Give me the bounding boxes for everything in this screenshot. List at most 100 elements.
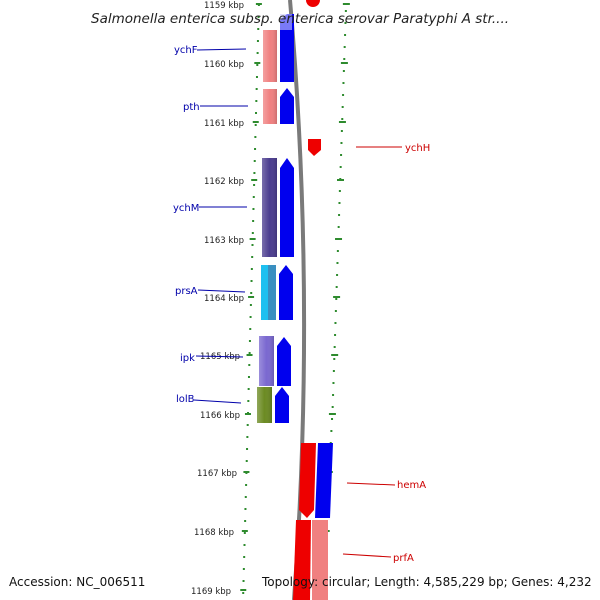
track-dot xyxy=(330,430,333,432)
tick-label-1162: 1162 kbp xyxy=(204,177,244,187)
tick-mark xyxy=(248,296,255,298)
gene-arrow-pth[interactable] xyxy=(280,88,294,124)
gene-arrow-prfA[interactable] xyxy=(293,520,311,600)
track-dot xyxy=(248,352,251,354)
track-dot xyxy=(255,76,258,78)
tick-mark xyxy=(337,179,344,181)
track-dot xyxy=(242,592,245,594)
track-dot xyxy=(244,508,247,510)
gene-label-pth[interactable]: pth xyxy=(183,102,200,113)
reverse-strand-marker-top xyxy=(306,0,320,7)
gene-label-ipk[interactable]: ipk xyxy=(180,353,195,364)
gene-blocks xyxy=(257,30,277,423)
track-dot xyxy=(242,580,245,582)
track-dot xyxy=(255,112,258,114)
track-dot xyxy=(336,262,339,264)
tick-label-1161: 1161 kbp xyxy=(204,119,244,129)
track-dot xyxy=(332,382,335,384)
track-dot xyxy=(331,418,334,420)
track-dot xyxy=(246,448,249,450)
track-dot xyxy=(256,40,259,42)
tick-mark xyxy=(246,354,253,356)
tick-mark xyxy=(251,179,258,181)
gene-block-prfA[interactable] xyxy=(312,520,328,600)
tick-label-1159: 1159 kbp xyxy=(204,1,244,11)
track-dot xyxy=(256,64,259,66)
track-dot xyxy=(331,406,334,408)
track-dot xyxy=(252,196,255,198)
gene-label-prfA[interactable]: prfA xyxy=(393,553,414,564)
track-dot xyxy=(253,172,256,174)
tick-mark xyxy=(335,238,343,240)
track-dot xyxy=(334,322,337,324)
track-dot xyxy=(254,148,257,150)
track-dot xyxy=(256,52,259,54)
track-dot xyxy=(254,124,257,126)
gene-label-ychH[interactable]: ychH xyxy=(405,143,430,154)
gene-arrow-ychF[interactable] xyxy=(280,30,294,82)
track-dot xyxy=(247,376,250,378)
tick-mark xyxy=(254,62,261,64)
gene-arrow-ychH[interactable] xyxy=(308,139,321,156)
forward-strand-genes xyxy=(275,14,333,518)
track-dot xyxy=(254,136,257,138)
track-dot xyxy=(253,184,256,186)
track-dot xyxy=(337,226,340,228)
gene-arrow-lolB[interactable] xyxy=(275,387,289,423)
track-dot xyxy=(340,154,343,156)
track-dot xyxy=(244,520,247,522)
track-dot xyxy=(250,292,253,294)
track-dot xyxy=(338,202,341,204)
track-dot xyxy=(340,142,343,144)
gene-label-ychM[interactable]: ychM xyxy=(173,203,199,214)
tick-mark xyxy=(338,121,346,123)
gene-arrow-ipk[interactable] xyxy=(277,337,291,386)
track-dot xyxy=(257,28,260,30)
track-dot xyxy=(247,388,250,390)
track-dot xyxy=(248,364,251,366)
tick-mark xyxy=(241,530,248,532)
genome-backbone xyxy=(288,0,307,600)
track-dot xyxy=(253,160,256,162)
track-dot xyxy=(251,256,254,258)
track-dot xyxy=(339,166,342,168)
gene-label-hemA[interactable]: hemA xyxy=(397,480,426,491)
track-dot xyxy=(257,16,260,18)
tick-label-1160: 1160 kbp xyxy=(204,60,244,70)
track-dot xyxy=(344,34,347,36)
track-dot xyxy=(252,220,255,222)
topology-summary: Topology: circular; Length: 4,585,229 bp… xyxy=(261,575,592,589)
accession-text: Accession: NC_006511 xyxy=(9,575,145,589)
tick-mark xyxy=(342,3,350,5)
gene-arrow-ychM[interactable] xyxy=(280,158,294,257)
gene-arrow-hemA[interactable] xyxy=(299,443,316,518)
gene-arrow-prsA[interactable] xyxy=(279,265,293,320)
track-dot xyxy=(244,496,247,498)
track-dot xyxy=(248,340,251,342)
gene-label-lolB[interactable]: lolB xyxy=(176,394,195,405)
tick-mark xyxy=(333,296,341,298)
tick-label-1169: 1169 kbp xyxy=(191,587,231,597)
track-dot xyxy=(245,484,248,486)
track-dot xyxy=(255,100,258,102)
track-dot xyxy=(243,556,246,558)
gene-block-prsA-b[interactable] xyxy=(268,265,276,320)
tick-label-1164: 1164 kbp xyxy=(204,294,244,304)
track-dot xyxy=(343,46,346,48)
gene-label-ychF[interactable]: ychF xyxy=(174,45,198,56)
gene-label-prsA[interactable]: prsA xyxy=(175,286,198,297)
track-dot xyxy=(334,334,337,336)
gene-arrow-hemA-fwd[interactable] xyxy=(315,443,333,518)
forward-gene-labels: ychF pth ychM prsA ipk lolB xyxy=(173,45,248,405)
track-dot xyxy=(341,106,344,108)
track-dot xyxy=(335,298,338,300)
track-dot xyxy=(246,424,249,426)
gene-block-prsA-a[interactable] xyxy=(261,265,268,320)
track-dot xyxy=(251,244,254,246)
track-dot xyxy=(336,274,339,276)
track-dot xyxy=(332,394,335,396)
track-dot xyxy=(243,544,246,546)
track-dot xyxy=(333,358,336,360)
track-dot xyxy=(242,568,245,570)
